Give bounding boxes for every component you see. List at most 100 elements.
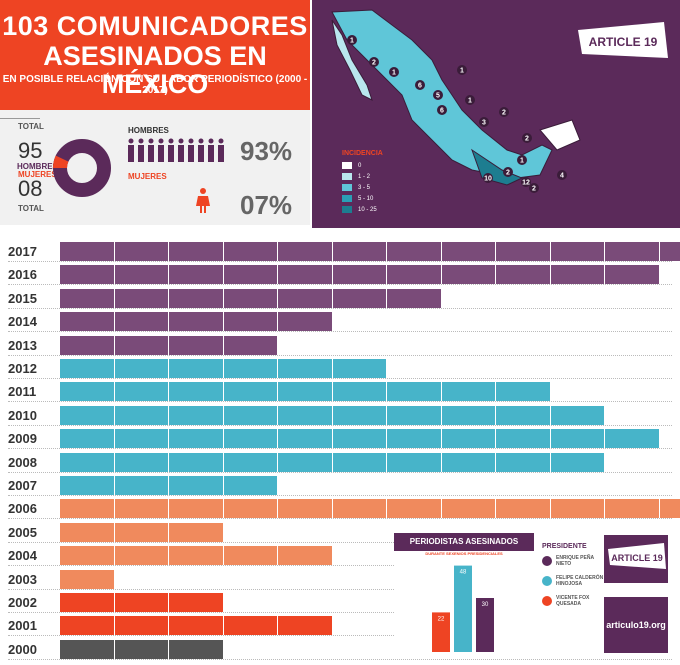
gender-donut [53, 139, 111, 197]
map-legend-item: 1 - 2 [342, 171, 402, 182]
legend-label: 1 - 2 [358, 173, 371, 180]
map-count-label: 1 [392, 70, 396, 77]
year-divider [8, 612, 672, 613]
year-label: 2007 [8, 478, 37, 493]
victim-cell [605, 499, 659, 519]
page-subtitle: EN POSIBLE RELACIÓN CON SU LABOR PERIODÍ… [2, 74, 308, 96]
year-label: 2002 [8, 595, 37, 610]
victim-cell [496, 265, 550, 285]
year-label: 2009 [8, 431, 37, 447]
victim-cell [550, 265, 604, 285]
man-icon-body [198, 145, 204, 162]
man-icon [128, 138, 134, 144]
map-count-label: 10 [484, 176, 492, 183]
victim-cell [496, 382, 550, 402]
year-divider [8, 541, 672, 543]
victim-cell [169, 522, 223, 542]
mujeres-heading: MUJERES [128, 172, 167, 181]
victim-cell [223, 476, 277, 495]
victim-cell [114, 499, 168, 519]
victim-cell [114, 265, 168, 285]
map-marker [389, 67, 399, 77]
map-count-label: 2 [532, 186, 536, 193]
total-label: TOTAL [18, 122, 44, 131]
victim-cell [223, 335, 277, 355]
map-marker [521, 177, 531, 187]
victim-cell [441, 452, 495, 472]
victim-cell [169, 242, 223, 261]
victim-cell [223, 616, 277, 636]
victim-cell [169, 546, 223, 566]
victim-cell [387, 265, 441, 285]
victim-cell [169, 476, 223, 495]
victim-cell [223, 499, 277, 519]
victim-cell [60, 335, 114, 355]
bar-value-label: 30 [482, 602, 489, 608]
year-label: 2015 [8, 290, 37, 306]
website-link[interactable]: articulo19.org [606, 620, 666, 630]
logo-badge: ARTICLE 19 [604, 535, 668, 583]
map-marker [517, 155, 527, 165]
map-marker [465, 95, 475, 105]
man-icon-body [218, 145, 224, 162]
women-label: MUJERES [18, 170, 57, 179]
man-icon-body [188, 145, 194, 162]
man-icon-body [168, 145, 174, 162]
victim-cell [60, 429, 114, 449]
year-divider [8, 588, 672, 590]
victim-cell [550, 499, 604, 519]
svg-text:ARTICLE 19: ARTICLE 19 [611, 553, 663, 563]
total-label-bottom: TOTAL [18, 204, 44, 213]
victim-cell [60, 265, 114, 285]
hombres-pct: 93% [240, 136, 293, 166]
man-icon-body [128, 145, 134, 162]
map-count-label: 4 [560, 173, 564, 180]
victim-cell [114, 429, 168, 449]
victim-cell [223, 546, 277, 566]
victim-cell [332, 382, 386, 402]
victim-cell [60, 405, 114, 425]
year-label: 2014 [8, 314, 37, 330]
victim-cell [169, 312, 223, 332]
victim-cell [496, 405, 550, 425]
page-title: 103 COMUNICADORES [2, 11, 308, 41]
president-legend-item: ENRIQUE PEÑA NIETO [542, 555, 622, 567]
women-value: 08 [18, 176, 43, 201]
victim-cell [278, 242, 332, 261]
victim-cell [60, 242, 114, 261]
header-banner: 103 COMUNICADORES ASESINADOS EN MÉXICO E… [0, 0, 310, 110]
map-count-label: 1 [460, 68, 464, 75]
yucatan [539, 119, 581, 151]
victim-cell [60, 546, 114, 566]
victim-cell [278, 288, 332, 308]
chart-title: PERIODISTAS ASESINADOS [394, 533, 534, 551]
map-marker [369, 57, 379, 67]
victim-cell [278, 359, 332, 378]
map-marker [347, 35, 357, 45]
man-icon [138, 138, 144, 144]
year-divider [8, 331, 672, 333]
victim-cell [60, 593, 114, 612]
president-legend: ENRIQUE PEÑA NIETO FELIPE CALDERÓN HINOJO… [542, 555, 622, 615]
url-badge: articulo19.org [604, 597, 668, 653]
year-label: 2011 [8, 384, 37, 400]
map-count-label: 2 [502, 110, 506, 117]
victim-cell [278, 429, 332, 449]
man-icon [168, 138, 174, 144]
legend-swatch [342, 206, 352, 213]
victim-cell [114, 639, 168, 659]
victim-cell [169, 429, 223, 449]
victim-cell [60, 616, 114, 636]
victim-cell [169, 499, 223, 519]
victim-cell [550, 405, 604, 425]
total-value: 95 [18, 138, 43, 163]
legend-label: 0 [358, 162, 362, 169]
man-icon-body [158, 145, 164, 162]
legend-label: 5 - 10 [358, 195, 374, 202]
victim-cell [496, 499, 550, 519]
victim-cell [278, 312, 332, 332]
year-divider [8, 354, 672, 356]
man-icon [188, 138, 194, 144]
